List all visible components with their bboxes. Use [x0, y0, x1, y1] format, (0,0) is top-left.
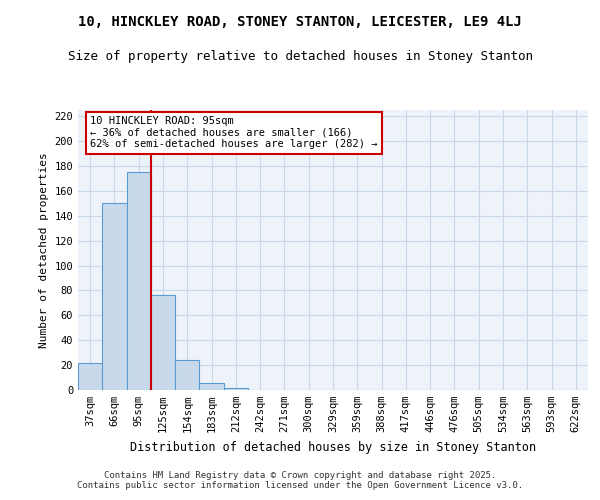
Bar: [224, 388, 248, 390]
X-axis label: Distribution of detached houses by size in Stoney Stanton: Distribution of detached houses by size …: [130, 440, 536, 454]
Bar: [127, 172, 151, 390]
Bar: [151, 296, 175, 390]
Bar: [102, 204, 127, 390]
Text: 10, HINCKLEY ROAD, STONEY STANTON, LEICESTER, LE9 4LJ: 10, HINCKLEY ROAD, STONEY STANTON, LEICE…: [78, 15, 522, 29]
Bar: [78, 362, 102, 390]
Bar: [199, 382, 224, 390]
Text: Size of property relative to detached houses in Stoney Stanton: Size of property relative to detached ho…: [67, 50, 533, 63]
Text: 10 HINCKLEY ROAD: 95sqm
← 36% of detached houses are smaller (166)
62% of semi-d: 10 HINCKLEY ROAD: 95sqm ← 36% of detache…: [90, 116, 377, 150]
Y-axis label: Number of detached properties: Number of detached properties: [39, 152, 49, 348]
Bar: [175, 360, 199, 390]
Text: Contains HM Land Registry data © Crown copyright and database right 2025.
Contai: Contains HM Land Registry data © Crown c…: [77, 470, 523, 490]
